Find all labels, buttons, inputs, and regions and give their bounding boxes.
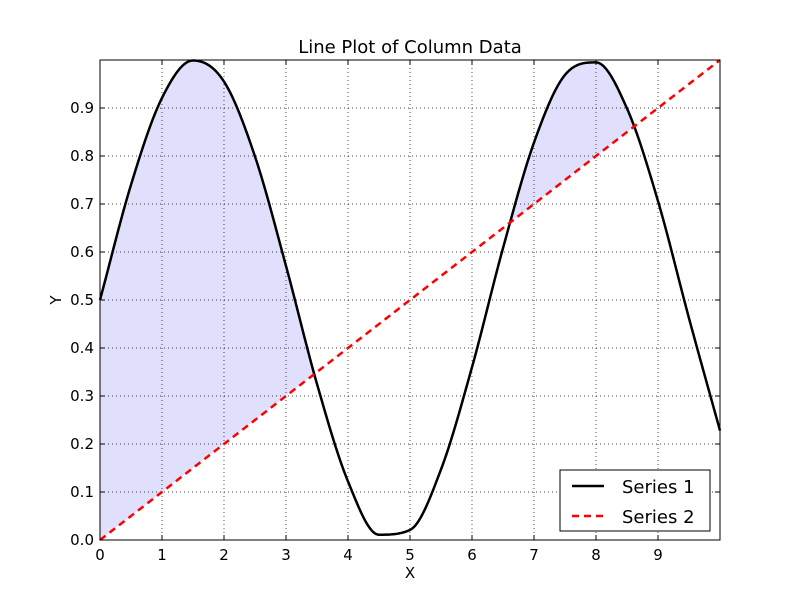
series-layer — [98, 59, 722, 541]
y-axis-label: Y — [47, 295, 65, 306]
fill-between-region — [100, 60, 314, 540]
y-tick-label: 0.5 — [70, 291, 94, 309]
x-tick-label: 5 — [405, 546, 415, 564]
series-line-1 — [98, 59, 722, 536]
series-line-2 — [99, 59, 721, 541]
legend: Series 1 Series 2 — [559, 469, 711, 532]
x-tick-label: 3 — [281, 546, 291, 564]
y-tick-label: 0.9 — [70, 99, 94, 117]
legend-label-series-2: Series 2 — [622, 507, 695, 528]
y-tick-label: 0.7 — [70, 195, 94, 213]
x-tick-label: 8 — [591, 546, 601, 564]
x-tick-label: 6 — [467, 546, 477, 564]
x-tick-label: 4 — [343, 546, 353, 564]
grid-layer — [99, 60, 720, 541]
y-tick-label: 0.2 — [70, 435, 94, 453]
y-tick-label: 0.6 — [70, 243, 94, 261]
x-axis-label: X — [405, 564, 415, 582]
y-tick-label: 0.4 — [70, 339, 94, 357]
y-tick-label: 0.8 — [70, 147, 94, 165]
x-tick-label: 9 — [653, 546, 663, 564]
chart-title: Line Plot of Column Data — [298, 37, 522, 58]
legend-label-series-1: Series 1 — [622, 477, 695, 498]
x-tick-label: 0 — [95, 546, 105, 564]
fill-layer — [100, 60, 634, 540]
fill-between-region — [510, 62, 634, 223]
tick-layer: 0 1 2 3 4 5 6 7 8 9 0.0 0.1 0.2 0.3 0.4 0.5 0.6 0.7 0.8 0.9 — [70, 60, 720, 564]
legend-box — [559, 469, 711, 532]
y-tick-label: 0.0 — [70, 531, 94, 549]
x-tick-label: 1 — [157, 546, 167, 564]
y-tick-label: 0.1 — [70, 483, 94, 501]
y-tick-label: 0.3 — [70, 387, 94, 405]
x-tick-label: 7 — [529, 546, 539, 564]
x-tick-label: 2 — [219, 546, 229, 564]
